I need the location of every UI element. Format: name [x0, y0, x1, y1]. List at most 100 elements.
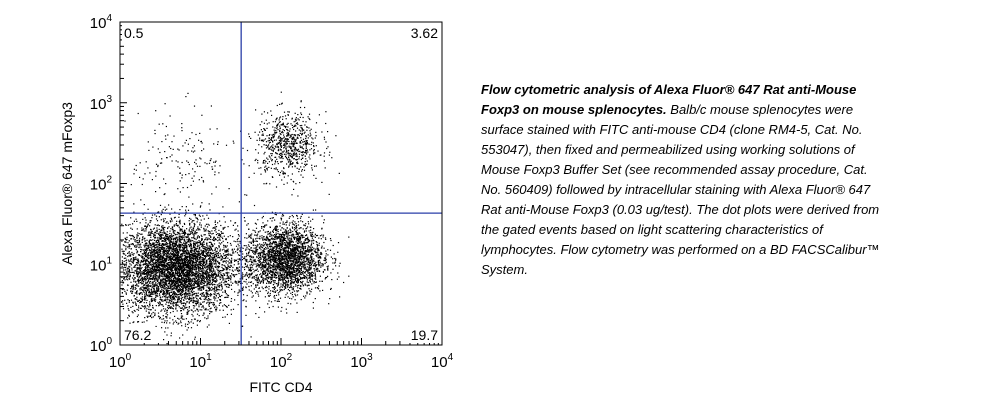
event-dot — [218, 266, 221, 268]
event-dot — [214, 266, 216, 268]
event-dot — [128, 265, 130, 267]
event-dot — [154, 291, 157, 293]
event-dot — [151, 287, 153, 289]
event-dot — [132, 261, 134, 263]
event-dot — [219, 295, 221, 297]
event-dot — [164, 292, 166, 294]
event-dot — [218, 265, 220, 267]
event-dot — [175, 288, 177, 290]
event-dot — [135, 241, 137, 243]
event-dot — [180, 268, 182, 270]
event-dot — [127, 255, 129, 258]
event-dot — [189, 294, 191, 296]
event-dot — [208, 224, 210, 226]
event-dot — [179, 280, 181, 282]
event-dot — [194, 310, 196, 312]
event-dot — [151, 243, 153, 245]
event-dot — [142, 236, 144, 238]
event-dot — [163, 339, 165, 341]
event-dot — [163, 286, 165, 288]
event-dot — [170, 267, 172, 269]
event-dot — [181, 249, 183, 251]
event-dot — [153, 285, 156, 287]
event-dot — [194, 268, 196, 270]
event-dot — [142, 282, 144, 284]
event-dot — [128, 244, 130, 246]
event-dot — [138, 241, 140, 244]
event-dot — [187, 313, 189, 315]
event-dot — [147, 285, 149, 287]
event-dot — [162, 315, 164, 317]
event-dot — [172, 296, 174, 298]
event-dot — [208, 251, 210, 254]
event-dot — [153, 252, 155, 254]
event-dot — [167, 245, 169, 247]
event-dot — [135, 287, 137, 290]
event-dot — [196, 236, 199, 238]
event-dot — [179, 294, 181, 296]
event-dot — [179, 238, 181, 240]
event-dot — [194, 262, 196, 264]
event-dot — [171, 270, 173, 272]
event-dot — [212, 303, 214, 306]
event-dot — [172, 304, 174, 306]
event-dot — [186, 306, 188, 308]
event-dot — [206, 279, 208, 281]
event-dot — [208, 295, 210, 298]
event-dot — [182, 286, 184, 288]
event-dot — [182, 269, 184, 271]
event-dot — [163, 290, 165, 292]
event-dot — [139, 271, 141, 273]
event-dot — [158, 232, 160, 234]
event-dot — [195, 260, 197, 262]
event-dot — [237, 247, 239, 249]
event-dot — [161, 248, 163, 250]
event-dot — [158, 240, 160, 242]
event-dot — [167, 247, 169, 249]
event-dot — [217, 257, 219, 259]
event-dot — [204, 238, 207, 240]
event-dot — [242, 286, 244, 288]
event-dot — [122, 269, 125, 271]
event-dot — [162, 265, 164, 267]
event-dot — [225, 262, 227, 264]
event-dot — [212, 252, 214, 255]
event-dot — [208, 238, 210, 240]
event-dot — [165, 249, 167, 251]
event-dot — [191, 254, 193, 256]
event-dot — [197, 289, 199, 291]
event-dot — [151, 300, 153, 302]
event-dot — [199, 273, 201, 275]
event-dot — [153, 270, 155, 272]
event-dot — [171, 267, 174, 269]
event-dot — [151, 282, 153, 284]
event-dot — [148, 289, 150, 291]
event-dot — [211, 245, 213, 248]
event-dot — [166, 277, 168, 279]
event-dot — [200, 252, 202, 254]
event-dot — [152, 265, 154, 267]
event-dot — [163, 231, 165, 233]
event-dot — [204, 267, 206, 269]
event-dot — [219, 277, 221, 279]
event-dot — [171, 264, 173, 267]
event-dot — [138, 254, 140, 256]
event-dot — [173, 278, 175, 280]
event-dot — [123, 250, 125, 252]
event-dot — [133, 266, 135, 268]
event-dot — [192, 259, 194, 261]
event-dot — [225, 246, 227, 248]
event-dot — [219, 248, 221, 250]
event-dot — [147, 223, 149, 225]
event-dot — [244, 274, 246, 276]
event-dot — [183, 281, 186, 284]
event-dot — [188, 301, 190, 303]
event-dot — [189, 254, 191, 256]
event-dot — [176, 252, 178, 254]
event-dot — [151, 217, 153, 219]
event-dot — [150, 229, 152, 231]
event-dot — [143, 321, 145, 323]
event-dot — [204, 255, 206, 257]
event-dot — [180, 236, 182, 238]
event-dot — [219, 253, 221, 255]
